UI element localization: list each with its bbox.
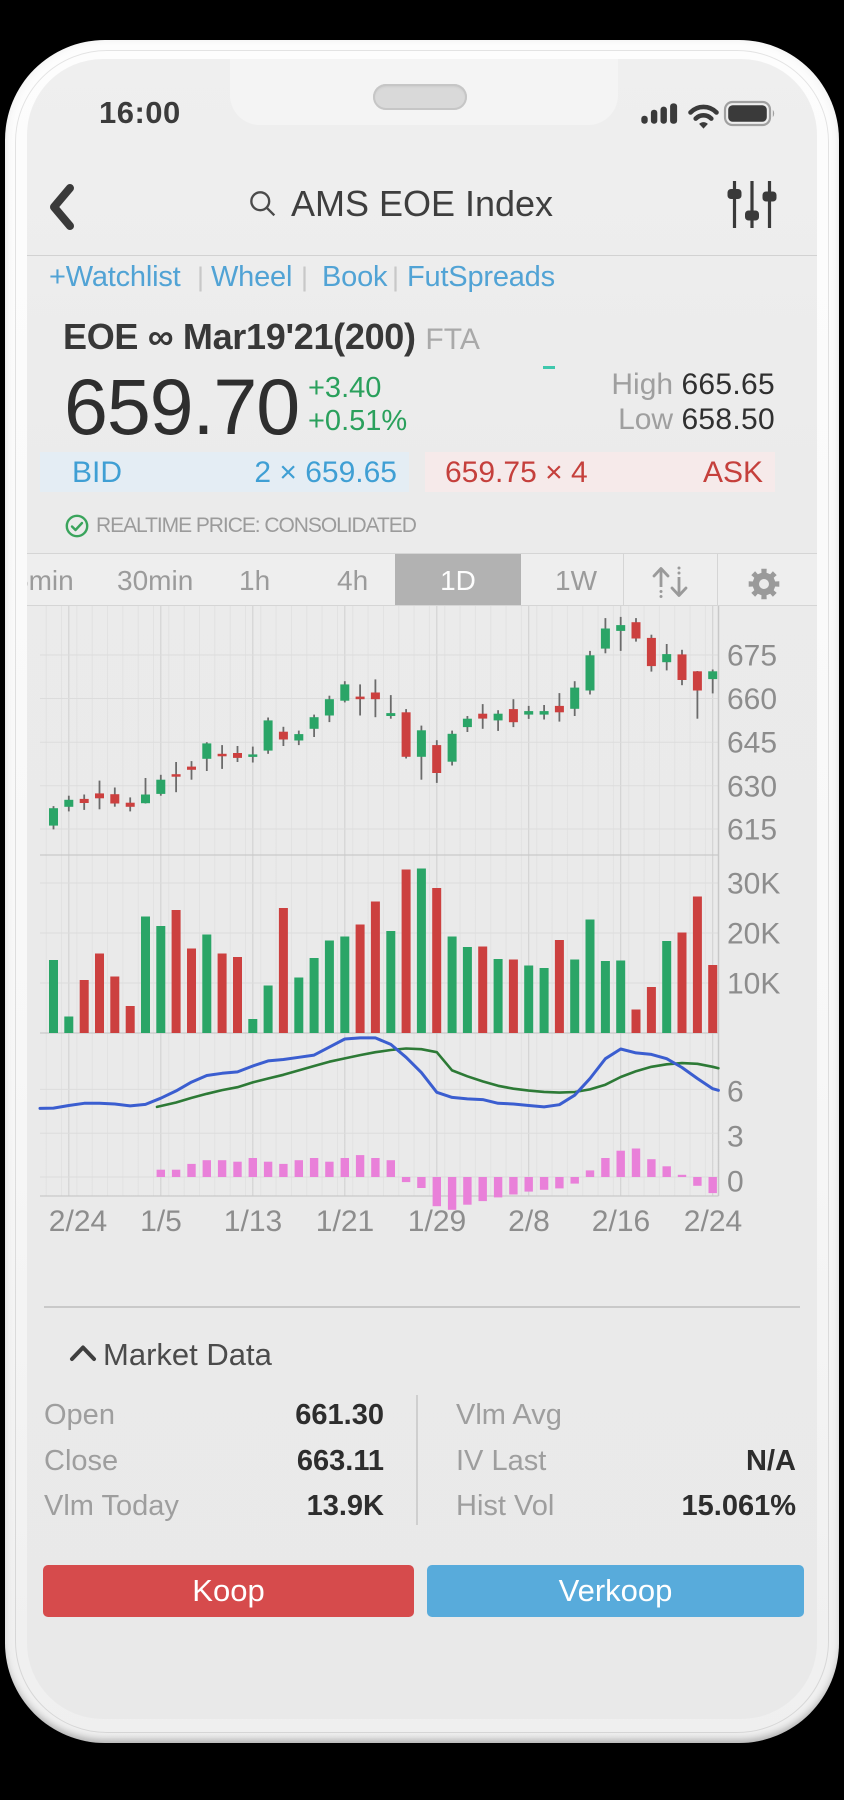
- svg-text:1/5: 1/5: [140, 1205, 182, 1238]
- svg-text:660: 660: [727, 683, 777, 716]
- svg-text:2/16: 2/16: [592, 1205, 650, 1238]
- svg-text:0: 0: [727, 1166, 744, 1199]
- svg-text:675: 675: [727, 640, 777, 673]
- svg-text:2/24: 2/24: [49, 1205, 107, 1238]
- svg-text:10K: 10K: [727, 968, 780, 1001]
- svg-text:1/13: 1/13: [224, 1205, 282, 1238]
- svg-text:615: 615: [727, 814, 777, 847]
- svg-text:2/24: 2/24: [684, 1205, 742, 1238]
- svg-text:6: 6: [727, 1076, 744, 1109]
- svg-text:20K: 20K: [727, 918, 780, 951]
- svg-text:645: 645: [727, 727, 777, 760]
- svg-text:3: 3: [727, 1121, 744, 1154]
- svg-text:1/21: 1/21: [316, 1205, 374, 1238]
- svg-text:2/8: 2/8: [508, 1205, 550, 1238]
- svg-text:30K: 30K: [727, 868, 780, 901]
- svg-text:1/29: 1/29: [408, 1205, 466, 1238]
- svg-text:630: 630: [727, 770, 777, 803]
